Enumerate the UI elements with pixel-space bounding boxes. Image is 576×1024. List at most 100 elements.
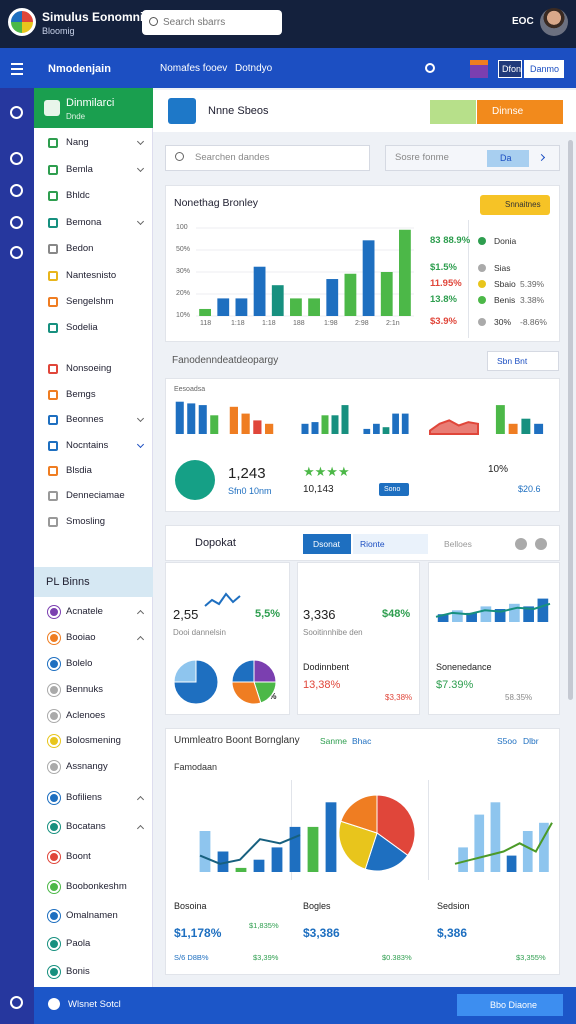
tab[interactable]	[353, 534, 428, 554]
filter-button[interactable]	[487, 150, 529, 167]
chart-caption: Eesoadsa	[174, 386, 206, 393]
nav-item[interactable]: Paola	[66, 938, 91, 949]
sidebar-section	[34, 567, 153, 597]
nav-item-icon	[48, 244, 58, 254]
nav-item[interactable]: Denneciamae	[66, 490, 125, 501]
nav-item-icon	[48, 297, 58, 307]
nav-item[interactable]: Bofiliens	[66, 792, 102, 803]
pie-label: $38%	[256, 692, 277, 701]
nav-item[interactable]: Bhldc	[66, 190, 90, 201]
nav-item[interactable]: Boobonkeshm	[66, 881, 127, 892]
nav-item[interactable]: Bedon	[66, 243, 94, 254]
badge	[379, 483, 409, 496]
bottom-button-label[interactable]: Bbo Diaone	[490, 1000, 538, 1010]
panel	[297, 562, 420, 715]
bottom-button[interactable]	[457, 994, 563, 1016]
x-tick-label: 118	[200, 320, 212, 327]
filter-field[interactable]	[385, 145, 560, 171]
nav-item[interactable]: Sodelia	[66, 322, 98, 333]
nav-item[interactable]: Nonsoeing	[66, 363, 112, 374]
stat-value: $20.6	[518, 484, 541, 494]
nav-item[interactable]: Nang	[66, 137, 89, 148]
tab[interactable]	[303, 534, 351, 554]
app-title: Simulus Eonomni	[42, 10, 144, 24]
chart-label: Famodaan	[174, 762, 218, 772]
badge-label: Sono	[384, 486, 401, 493]
legend-name: Sias	[494, 263, 511, 273]
rail-icon[interactable]	[10, 106, 23, 119]
nav-item[interactable]: Bemona	[66, 217, 102, 228]
nav-item[interactable]: Smosling	[66, 516, 106, 527]
nav-item-icon	[48, 390, 58, 400]
legend-value: 11.95%	[430, 278, 462, 289]
rail-icon[interactable]	[10, 184, 23, 197]
x-tick-label: 1:98	[324, 320, 338, 327]
nav-item[interactable]: Boont	[66, 851, 91, 862]
rail-icon[interactable]	[10, 152, 23, 165]
nav-item[interactable]: Bemla	[66, 164, 93, 175]
rail-icon[interactable]	[10, 996, 23, 1009]
icon-button[interactable]	[515, 538, 527, 550]
stat-title: Bogles	[303, 901, 331, 911]
nav-item[interactable]: Blsdia	[66, 465, 92, 476]
nav-button-label[interactable]: Dfon	[502, 64, 522, 74]
search-field[interactable]	[165, 145, 370, 171]
rating: ★★★★	[303, 464, 350, 479]
nav-item[interactable]: Aclenoes	[66, 710, 106, 721]
nav-item-icon	[48, 138, 58, 148]
sidebar-title: Dinmilarci	[66, 97, 115, 109]
search-box[interactable]	[142, 10, 282, 35]
badge	[480, 195, 550, 215]
nav-item[interactable]: Bolelo	[66, 658, 93, 669]
search-placeholder[interactable]: Searchen dandes	[195, 152, 270, 163]
nav-item-icon	[48, 218, 58, 228]
stat-value: 1,243	[228, 465, 266, 482]
nav-item[interactable]: Bemgs	[66, 389, 96, 400]
nav-item-icon	[48, 271, 58, 281]
stat-value: 2,55	[173, 607, 199, 622]
nav-item[interactable]: Nantesnisto	[66, 270, 117, 281]
nav-item[interactable]: Omalnamen	[66, 910, 118, 921]
nav-link[interactable]: Nomafes fooev	[160, 63, 228, 74]
section-button-label[interactable]: Sbn Bnt	[497, 356, 528, 366]
divider	[428, 780, 429, 880]
nav-item[interactable]: Bocatans	[66, 821, 106, 832]
nav-link[interactable]: Dotndyo	[235, 63, 273, 74]
stat-value: 10%	[488, 464, 509, 475]
nav-item[interactable]: Acnatele	[66, 606, 103, 617]
action-button[interactable]	[430, 100, 476, 124]
stat-caption: 58.35%	[505, 693, 533, 702]
nav-item[interactable]: Nocntains	[66, 440, 109, 451]
filter-label: Sosre fonme	[395, 152, 449, 163]
nav-item[interactable]: Sengelshm	[66, 296, 114, 307]
tab-label[interactable]: Belloes	[444, 539, 472, 549]
stat-title: Bosoina	[174, 901, 207, 911]
app-subtitle: Bloomig	[42, 26, 75, 36]
nav-button-label[interactable]: Danmo	[530, 64, 560, 74]
rail-icon[interactable]	[10, 216, 23, 229]
nav-item[interactable]: Assnangy	[66, 761, 108, 772]
nav-item[interactable]: Bonis	[66, 966, 90, 977]
tab-label[interactable]: Dsonat	[313, 539, 340, 549]
action-button[interactable]	[477, 100, 563, 124]
section-button[interactable]	[487, 351, 559, 371]
rail-icon[interactable]	[10, 246, 23, 259]
nav-item[interactable]: Bennuks	[66, 684, 103, 695]
bottom-label: Wlsnet Sotcl	[68, 999, 121, 1010]
avatar[interactable]	[540, 8, 568, 36]
nav-button[interactable]	[498, 60, 522, 78]
nav-item[interactable]: Beonnes	[66, 414, 104, 425]
stat-title: Sonenedance	[436, 662, 492, 672]
top-bar	[0, 0, 576, 48]
legend-share: 3.38%	[520, 295, 545, 305]
action-button-label[interactable]: Dinnse	[492, 106, 524, 117]
stat-change: 5,5%	[255, 608, 281, 620]
nav-button[interactable]	[524, 60, 564, 78]
icon-button[interactable]	[535, 538, 547, 550]
filter-button-label[interactable]: Da	[500, 153, 512, 163]
nav-item[interactable]: Booiao	[66, 632, 96, 643]
nav-item-icon	[48, 441, 58, 451]
search-placeholder[interactable]: Search sbarrs	[163, 17, 226, 28]
tab-label[interactable]: Rionte	[360, 539, 385, 549]
nav-item[interactable]: Bolosmening	[66, 735, 121, 746]
